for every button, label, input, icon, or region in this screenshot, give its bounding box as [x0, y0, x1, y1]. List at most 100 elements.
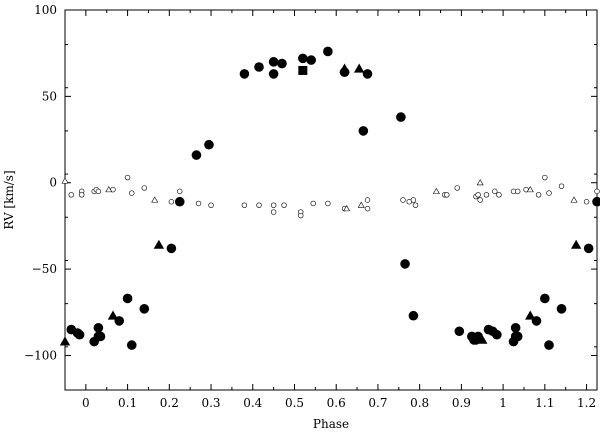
data-point-open-triangle — [432, 187, 440, 194]
data-point-open-circle — [241, 202, 248, 208]
axis-ticks — [64, 9, 597, 391]
data-point-open-triangle — [357, 201, 365, 208]
data-point-filled-triangle — [570, 239, 582, 249]
data-point-filled-circle — [254, 62, 264, 72]
data-point-filled-triangle — [107, 310, 119, 320]
data-point-open-circle — [129, 190, 135, 196]
data-point-open-circle — [78, 192, 85, 198]
data-point-filled-triangle — [59, 336, 71, 346]
data-point-open-circle — [515, 188, 521, 195]
data-point-filled-circle — [512, 331, 523, 342]
data-point-filled-circle — [492, 329, 502, 340]
data-point-open-circle — [454, 185, 460, 191]
x-tick-label: 0.4 — [243, 396, 262, 410]
x-tick-labels: 0 0.1 0.2 0.3 0.4 0.5 0.6 0.7 0.8 0.9 1 1.1 1.2 — [82, 396, 596, 410]
x-tick-label: 0.5 — [285, 396, 304, 410]
data-point-open-circle — [412, 202, 419, 208]
data-point-open-circle — [410, 197, 417, 203]
data-point-filled-circle — [95, 331, 106, 342]
x-tick-label: 1.2 — [577, 396, 596, 410]
data-point-filled-circle — [239, 69, 250, 79]
data-point-open-circle — [281, 202, 287, 208]
data-point-filled-circle — [362, 69, 373, 79]
data-point-filled-circle — [268, 69, 279, 79]
data-point-open-circle — [68, 192, 74, 198]
y-tick-label: 0 — [49, 176, 57, 190]
data-point-filled-triangle — [525, 310, 536, 320]
data-point-open-circle — [298, 212, 304, 219]
data-point-filled-circle — [277, 58, 287, 69]
data-point-open-circle — [256, 202, 262, 208]
x-tick-label: 0.6 — [327, 396, 346, 410]
data-point-open-circle — [400, 197, 406, 203]
data-point-open-circle — [141, 185, 147, 191]
data-point-filled-circle — [592, 196, 600, 207]
data-point-open-circle — [594, 188, 600, 195]
x-tick-label: 1 — [499, 396, 507, 410]
data-point-open-circle — [496, 192, 502, 198]
data-point-filled-circle — [358, 126, 369, 136]
x-tick-label: 0.7 — [368, 396, 387, 410]
data-point-filled-circle — [408, 310, 419, 321]
data-point-filled-circle — [122, 293, 133, 304]
data-point-open-circle — [270, 202, 277, 208]
data-point-filled-circle — [139, 304, 150, 314]
data-point-open-circle — [195, 200, 202, 207]
x-tick-label: 0 — [82, 396, 90, 410]
data-point-open-triangle — [151, 196, 159, 203]
data-point-open-circle — [535, 192, 542, 198]
data-point-filled-circle — [204, 139, 214, 150]
data-point-open-triangle — [105, 186, 113, 193]
data-point-filled-circle — [298, 53, 308, 64]
data-point-open-triangle — [476, 179, 484, 186]
data-point-filled-triangle — [477, 334, 488, 344]
data-point-filled-circle — [556, 304, 567, 314]
data-point-filled-circle — [396, 112, 406, 122]
x-tick-label: 0.1 — [118, 396, 137, 410]
data-point-open-circle — [583, 199, 590, 205]
data-point-filled-circle — [93, 323, 104, 333]
data-point-open-triangle — [526, 186, 534, 193]
data-point-open-circle — [364, 197, 371, 203]
data-point-filled-triangle — [153, 239, 165, 249]
data-point-open-circle — [364, 205, 371, 212]
data-point-filled-square — [298, 65, 308, 75]
y-tick-labels: −100 −50 0 50 100 — [24, 3, 57, 362]
data-point-open-triangle — [570, 196, 578, 203]
data-point-filled-circle — [306, 55, 316, 65]
data-point-open-circle — [270, 209, 277, 215]
data-point-filled-circle — [400, 259, 410, 269]
data-point-open-circle — [492, 188, 498, 195]
data-point-open-circle — [483, 192, 490, 198]
data-point-open-circle — [208, 202, 214, 208]
data-point-open-circle — [168, 199, 175, 205]
data-point-open-circle — [558, 183, 565, 189]
data-point-open-circle — [310, 200, 316, 207]
data-point-filled-circle — [174, 196, 185, 207]
y-tick-label: −100 — [24, 348, 57, 362]
x-tick-label: 0.8 — [410, 396, 429, 410]
x-tick-label: 0.3 — [201, 396, 220, 410]
data-point-filled-circle — [323, 46, 333, 57]
data-points — [59, 46, 600, 350]
data-point-open-circle — [95, 188, 102, 195]
data-point-filled-circle — [544, 340, 554, 350]
data-point-open-triangle — [343, 205, 351, 212]
data-point-open-circle — [444, 192, 450, 198]
data-point-open-circle — [477, 197, 483, 203]
y-tick-label: 100 — [34, 3, 57, 17]
data-point-filled-circle — [166, 243, 177, 254]
y-tick-label: −50 — [32, 262, 57, 276]
data-point-filled-circle — [268, 57, 279, 67]
data-point-open-circle — [177, 188, 183, 195]
data-point-open-circle — [124, 174, 131, 181]
y-axis-title: RV [km/s] — [2, 170, 16, 229]
data-point-filled-circle — [126, 340, 137, 350]
data-point-filled-circle — [540, 293, 550, 304]
y-tick-label: 50 — [42, 89, 57, 103]
x-tick-label: 0.9 — [452, 396, 471, 410]
data-point-open-circle — [546, 190, 552, 196]
x-axis-title: Phase — [313, 417, 349, 431]
data-point-open-circle — [542, 174, 548, 181]
